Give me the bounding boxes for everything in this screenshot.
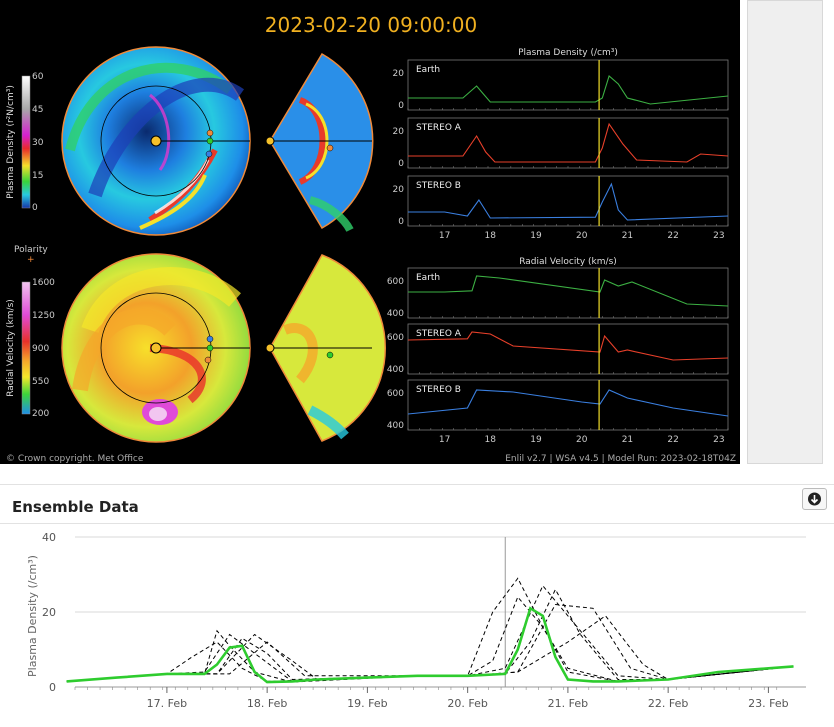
y-tick-label: 0 [49,681,56,694]
density-meridional-wedge [265,52,374,233]
x-tick-label: 18. Feb [247,697,287,710]
velocity-cb-tick: 900 [32,344,49,354]
timeseries-x-tick: 23 [713,435,724,445]
density-y-tick: 20 [393,185,405,195]
density-timeseries-panel: STEREO B 20 0 [393,175,729,227]
download-button[interactable] [802,488,827,510]
velocity-y-tick: 600 [387,333,404,343]
ensemble-section-title: Ensemble Data [12,498,139,516]
velocity-panel-label: Earth [416,273,440,283]
density-ecliptic-disc [61,46,251,236]
density-cb-tick: 60 [32,72,44,82]
density-timeseries-panel: Earth 20 0 [393,59,729,111]
density-cb-tick: 30 [32,138,44,148]
model-run-info: Enlil v2.7 | WSA v4.5 | Model Run: 2023-… [505,454,736,464]
velocity-panel-label: STEREO A [416,329,462,339]
divider [0,484,834,485]
y-tick-label: 40 [42,531,56,544]
velocity-cb-tick: 1600 [32,278,55,288]
timeseries-x-tick: 19 [530,435,542,445]
x-tick-label: 20. Feb [447,697,487,710]
timeseries-x-tick: 18 [485,435,497,445]
timeseries-x-tick: 22 [667,435,678,445]
polarity-marker: + [27,255,35,265]
density-y-tick: 0 [398,217,404,227]
velocity-panel-label: STEREO B [416,385,461,395]
ensemble-member-line [66,584,794,682]
density-y-tick: 0 [398,101,404,111]
timeseries-x-tick: 17 [439,435,450,445]
velocity-series-line [407,331,729,361]
polarity-label: Polarity [14,245,48,255]
timeseries-panels: Earth 20 0 STEREO A 20 0 STEREO B 20 0 Earth 600 40… [387,59,729,445]
download-icon [808,492,821,506]
timeseries-x-tick: 20 [576,435,588,445]
ensemble-member-line [66,588,794,682]
velocity-y-tick: 400 [387,309,404,319]
density-colorbar: Plasma Density (r²N/cm³) 60 45 30 15 0 [6,72,44,213]
y-tick-label: 20 [42,606,56,619]
ensemble-member-line [66,596,794,683]
timeseries-x-tick: 22 [667,231,678,241]
ensemble-mean-line [66,606,794,684]
velocity-ecliptic-disc [61,253,251,443]
density-cb-tick: 15 [32,171,43,181]
velocity-timeseries-panel: Earth 600 400 [387,267,729,319]
right-sidebar-panel [747,0,823,464]
velocity-y-tick: 400 [387,421,404,431]
timeseries-x-tick: 20 [576,231,588,241]
timeseries-x-tick: 18 [485,231,497,241]
ensemble-member-line [66,615,794,682]
velocity-cb-tick: 200 [32,409,49,419]
density-y-tick: 20 [393,127,405,137]
density-panel-label: STEREO A [416,123,462,133]
velocity-y-tick: 600 [387,389,404,399]
density-y-tick: 20 [393,69,405,79]
timeseries-x-tick: 23 [713,231,724,241]
velocity-cb-tick: 550 [32,377,49,387]
ensemble-member-line [66,577,794,682]
velocity-series-line [408,275,729,307]
velocity-timeseries-panel: STEREO B 600 400 [387,379,729,431]
ensemble-member-line [66,603,794,682]
y-axis-label: Plasma Density (/cm³) [26,555,39,677]
ensemble-chart: 40 20 0 Plasma Density (/cm³) 17. Feb 18. Feb… [26,531,806,710]
density-panel-label: STEREO B [416,181,461,191]
velocity-meridional-wedge [265,254,386,442]
enlil-model-figure: 2023-02-20 09:00:00 Plasma Density (r²N/… [6,13,736,464]
velocity-series-line [407,389,729,417]
x-tick-label: 23. Feb [748,697,788,710]
density-y-tick: 0 [398,159,404,169]
x-tick-label: 17. Feb [147,697,187,710]
velocity-y-tick: 600 [387,277,404,287]
velocity-colorbar: Radial Velocity (km/s) 1600 1250 900 550… [6,278,55,419]
velocity-y-tick: 400 [387,365,404,375]
density-panel-label: Earth [416,65,440,75]
density-timeseries-panel: STEREO A 20 0 [393,117,729,169]
timeseries-x-tick: 17 [439,231,450,241]
velocity-timeseries-title: Radial Velocity (km/s) [519,257,617,267]
copyright-text: © Crown copyright. Met Office [6,454,144,464]
density-series-line [408,122,729,163]
timeseries-x-tick: 19 [530,231,542,241]
x-tick-label: 21. Feb [548,697,588,710]
x-tick-label: 19. Feb [347,697,387,710]
density-colorbar-label: Plasma Density (r²N/cm³) [6,85,16,199]
x-tick-label: 22. Feb [648,697,688,710]
density-series-line [408,182,729,221]
model-timestamp: 2023-02-20 09:00:00 [265,13,477,37]
velocity-cb-tick: 1250 [32,311,55,321]
velocity-timeseries-panel: STEREO A 600 400 [387,323,729,375]
divider [0,523,834,524]
timeseries-x-tick: 21 [622,435,633,445]
density-cb-tick: 0 [32,203,38,213]
enlil-model-panel: 2023-02-20 09:00:00 Plasma Density (r²N/… [0,0,740,464]
density-timeseries-title: Plasma Density (/cm³) [518,48,618,58]
velocity-colorbar-label: Radial Velocity (km/s) [6,299,16,397]
density-cb-tick: 45 [32,105,43,115]
timeseries-x-tick: 21 [622,231,633,241]
